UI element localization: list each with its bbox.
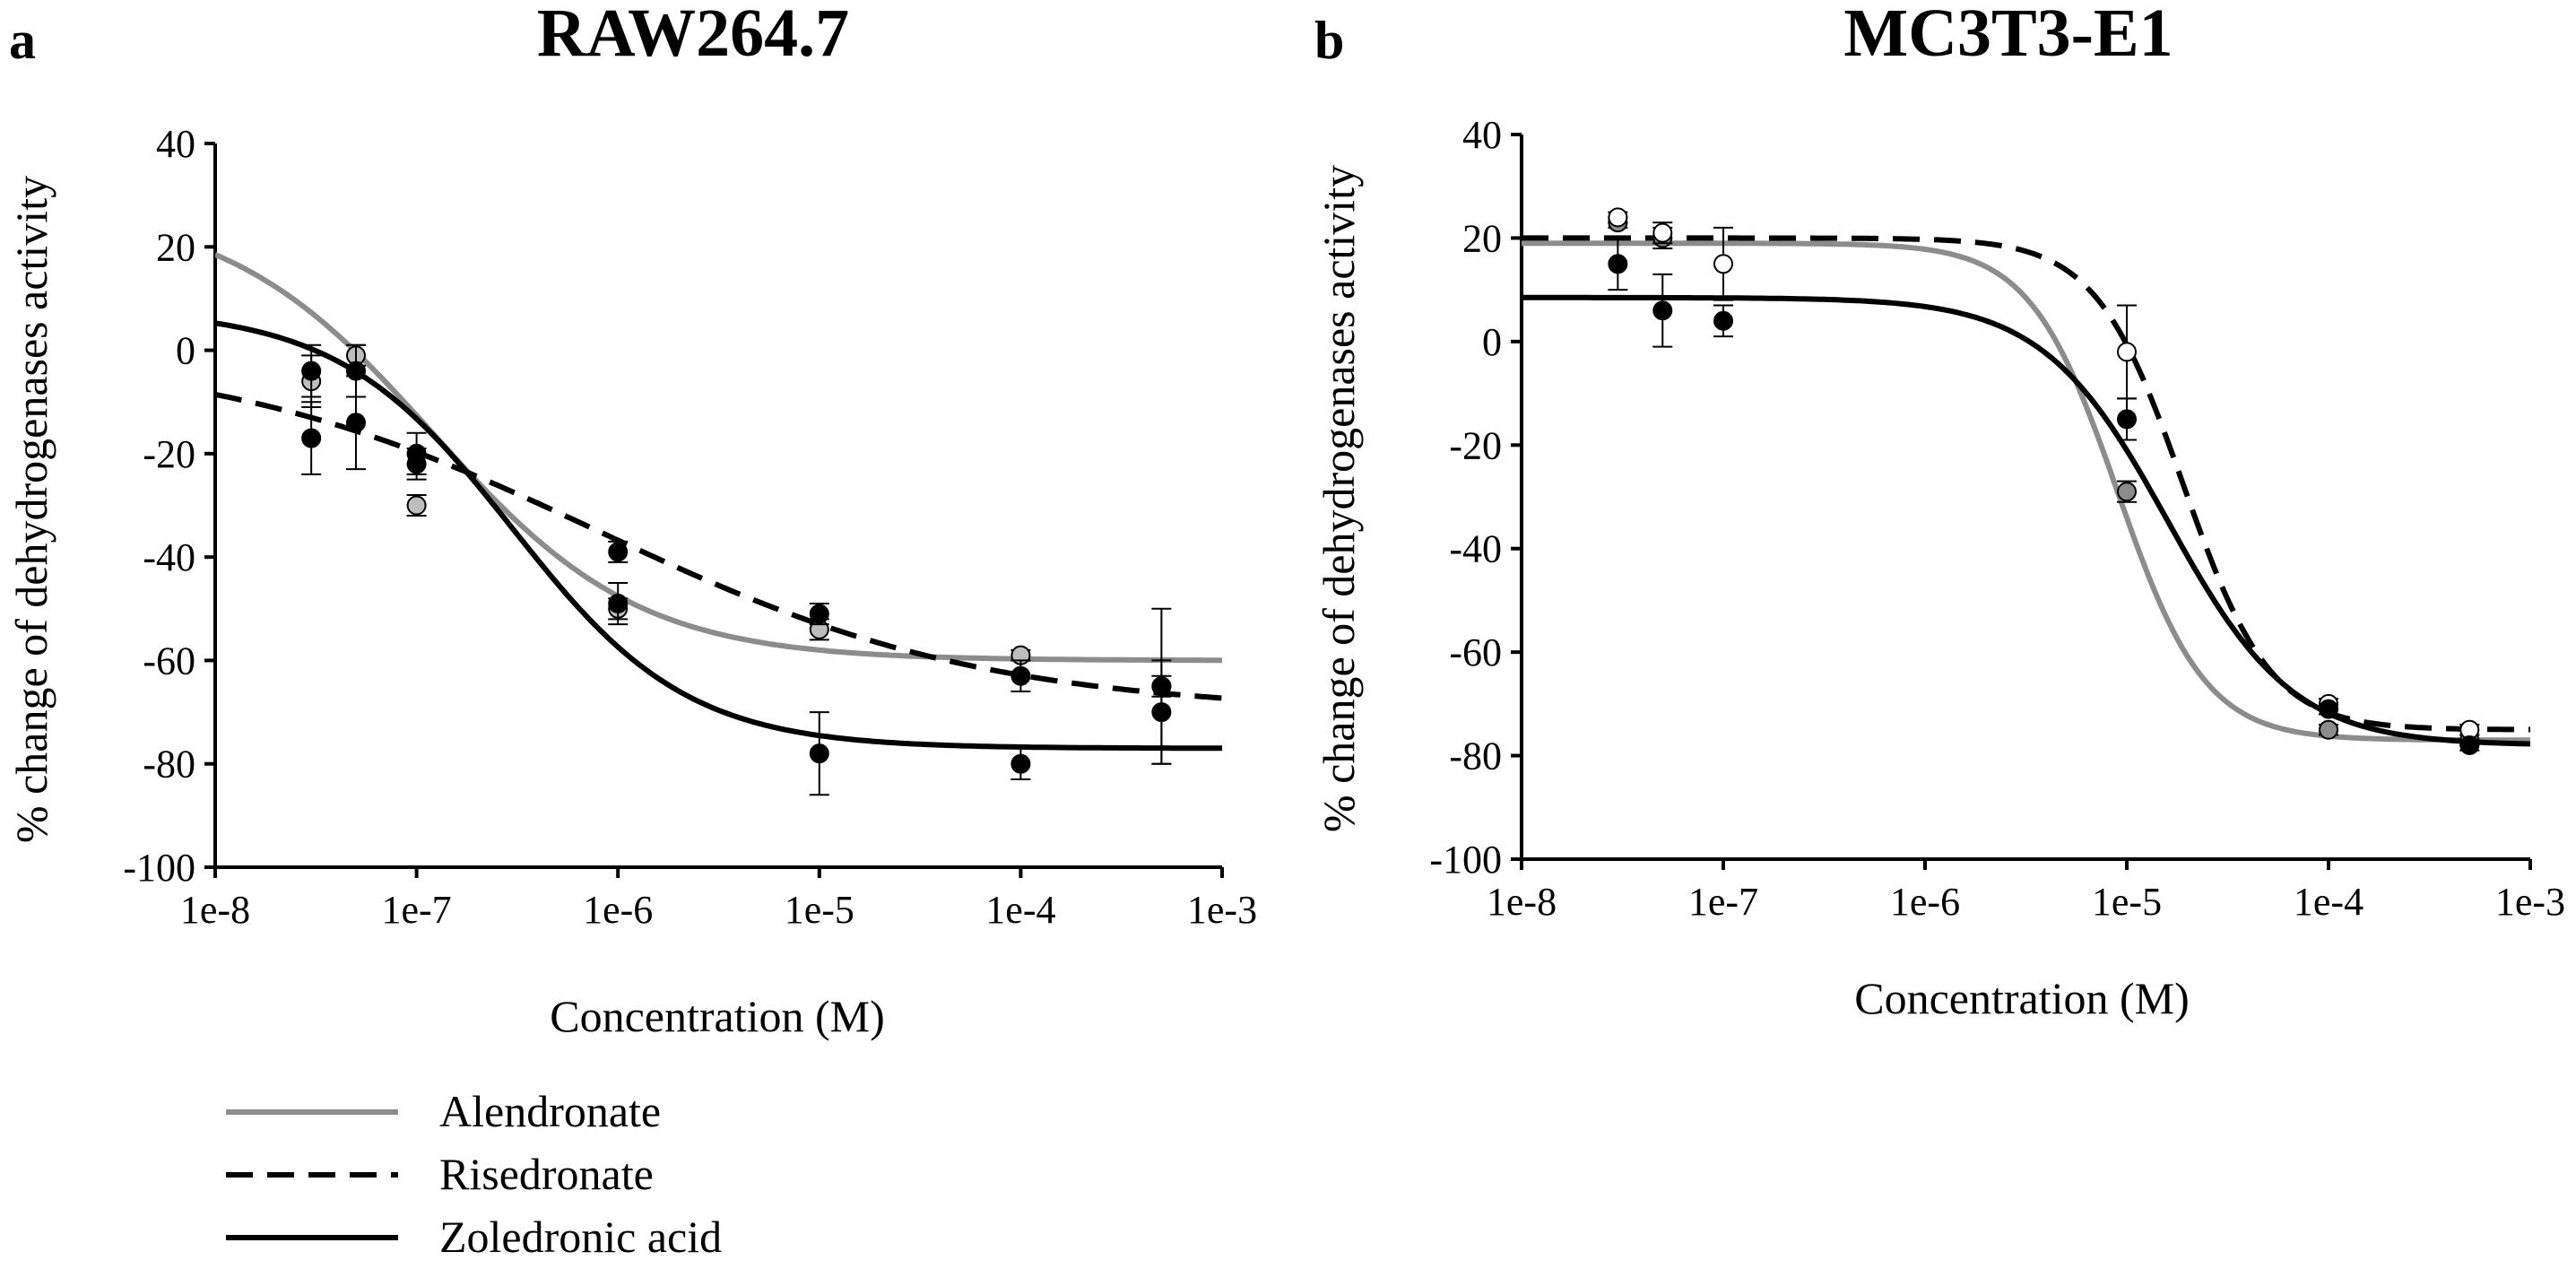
panel-a: a RAW264.7 % change of dehydrogenases ac…	[6, 0, 1257, 1041]
panel-b-zoledronic-acid-data-point	[1713, 310, 1733, 331]
panel-a-letter: a	[9, 11, 36, 70]
panel-b-ytick-label: 20	[1462, 216, 1502, 260]
panel-b-xtick-label: 1e-5	[2092, 880, 2162, 924]
legend: Alendronate Risedronate Zoledronic acid	[226, 1086, 722, 1262]
legend-label-alendronate: Alendronate	[439, 1086, 661, 1136]
panel-b-ytick-label: -20	[1449, 423, 1502, 467]
panel-a-xtick-label: 1e-8	[180, 888, 250, 932]
panel-b-risedronate-data-point	[1713, 254, 1733, 274]
panel-b-curve-zoledronic-acid	[1522, 294, 2530, 747]
panel-b-title: MC3T3-E1	[1843, 0, 2173, 71]
panel-a-zoledronic-acid-data-point	[406, 443, 427, 464]
panel-b-xtick-label: 1e-6	[1890, 880, 1960, 924]
panel-a-xlabel: Concentration (M)	[550, 991, 885, 1041]
panel-a-ylabel: % change of dehydrogenases activity	[6, 176, 56, 843]
panel-b-curve-risedronate	[1522, 235, 2530, 733]
panel-b-zoledronic-acid-data-point	[1608, 254, 1628, 274]
panel-a-ytick-label: -100	[123, 846, 195, 890]
panel-b-ytick-label: 40	[1462, 113, 1502, 157]
panel-a-ytick-label: -60	[143, 639, 195, 682]
panel-b-ytick-label: -80	[1449, 734, 1502, 778]
panel-a-curve-risedronate	[215, 391, 1222, 701]
panel-a-xtick-label: 1e-5	[785, 888, 854, 932]
panel-b-alendronate-data-point	[2319, 719, 2338, 740]
panel-b-ytick-label: -40	[1449, 527, 1502, 571]
panel-a-xtick-label: 1e-6	[583, 888, 653, 932]
panel-a-curve-alendronate	[215, 252, 1222, 664]
panel-b-ylabel: % change of dehydrogenases activity	[1314, 165, 1364, 832]
panel-a-ytick-label: 20	[156, 225, 195, 269]
panel-b-zoledronic-acid-data-point	[2459, 735, 2480, 756]
panel-a-ytick-label: 0	[176, 329, 195, 373]
panel-a-title: RAW264.7	[537, 0, 849, 71]
panel-b-xlabel: Concentration (M)	[1854, 973, 2190, 1023]
panel-a-zoledronic-acid-data-point	[345, 413, 366, 433]
panel-b-zoledronic-acid-data-point	[2319, 699, 2338, 719]
panel-a-zoledronic-acid-data-point	[301, 428, 322, 448]
panel-b-ytick-label: 0	[1482, 320, 1502, 364]
panel-a-risedronate-data-point	[608, 542, 629, 562]
panel-a-ytick-label: -20	[143, 432, 195, 476]
panel-b-risedronate-data-point	[1608, 207, 1628, 228]
legend-label-risedronate: Risedronate	[439, 1149, 654, 1199]
panel-a-xtick-label: 1e-4	[985, 888, 1055, 932]
panel-a-xtick-label: 1e-3	[1187, 888, 1257, 932]
panel-a-alendronate-data-point	[406, 495, 427, 516]
panel-b: b MC3T3-E1 % change of dehydrogenases ac…	[1314, 0, 2565, 1023]
panel-a-risedronate-data-point	[301, 361, 322, 381]
panel-a-xtick-label: 1e-7	[382, 888, 452, 932]
panel-b-xtick-label: 1e-8	[1487, 880, 1557, 924]
panel-b-zoledronic-acid-data-point	[1652, 300, 1673, 321]
panel-b-ytick-label: -60	[1449, 630, 1502, 674]
panel-a-risedronate-data-point	[1010, 665, 1031, 686]
panel-a-zoledronic-acid-data-point	[608, 594, 629, 614]
panel-b-zoledronic-acid-data-point	[2117, 409, 2137, 430]
panel-b-xtick-label: 1e-3	[2495, 880, 2565, 924]
panel-a-zoledronic-acid-data-point	[1010, 753, 1031, 774]
panel-a-curve-zoledronic-acid	[215, 320, 1222, 752]
panel-a-ytick-label: -80	[143, 743, 195, 787]
panel-a-ytick-label: 40	[156, 122, 195, 166]
panel-b-risedronate-data-point	[2117, 342, 2137, 362]
panel-b-xtick-label: 1e-4	[2294, 880, 2364, 924]
panel-b-letter: b	[1314, 11, 1344, 70]
panel-b-curve-alendronate	[1522, 240, 2530, 743]
panel-a-zoledronic-acid-data-point	[1151, 702, 1172, 723]
panel-a-zoledronic-acid-data-point	[809, 743, 829, 764]
panel-b-alendronate-data-point	[2117, 482, 2137, 502]
legend-label-zoledronic-acid: Zoledronic acid	[439, 1212, 722, 1262]
panel-b-xtick-label: 1e-7	[1688, 880, 1758, 924]
panel-b-risedronate-data-point	[1652, 222, 1673, 243]
panel-b-ytick-label: -100	[1429, 838, 1502, 882]
panel-a-risedronate-data-point	[809, 604, 829, 624]
panel-a-ytick-label: -40	[143, 535, 195, 579]
